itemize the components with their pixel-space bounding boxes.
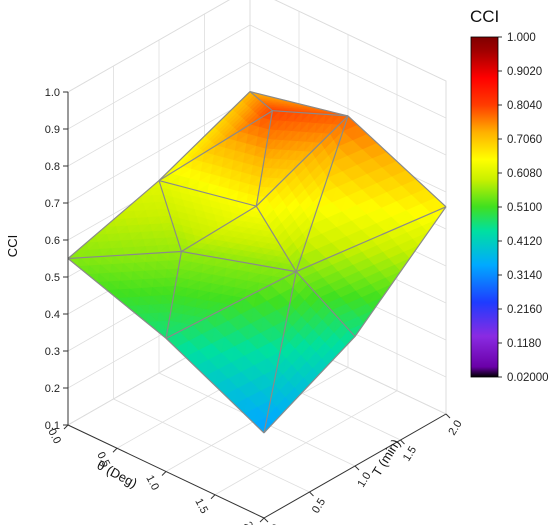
mesh-edge	[272, 110, 349, 117]
colorbar-tick-label: 0.3140	[507, 270, 542, 282]
z-tick-label: 0.1	[45, 420, 60, 432]
x-tick	[161, 471, 167, 476]
mesh-edge	[67, 258, 167, 339]
colorbar-tick-label: 0.2160	[507, 304, 542, 316]
z-tick-label: 0.3	[45, 346, 60, 358]
y-tick-label: 0.5	[310, 496, 328, 515]
y-tick	[445, 413, 451, 419]
x-tick	[210, 494, 216, 500]
x-tick	[112, 447, 118, 453]
colorbar-tick-label: 0.4120	[507, 236, 542, 248]
colorbar-tick-label: 0.02000	[507, 372, 549, 384]
mesh-edge	[255, 205, 297, 272]
mesh-edge	[67, 250, 182, 260]
mesh-edge	[347, 115, 447, 208]
y-tick-label: 2.0	[446, 418, 464, 437]
z-tick-label: 1.0	[45, 87, 60, 99]
z-tick-label: 0.8	[45, 161, 60, 173]
gridline-y-floor	[113, 398, 310, 493]
mesh-edge	[67, 180, 160, 259]
mesh-edge	[165, 251, 182, 339]
mesh-edge	[263, 336, 356, 434]
y-tick	[309, 491, 314, 497]
mesh-edge	[354, 206, 447, 337]
mesh-edge	[255, 110, 273, 207]
mesh-edge	[249, 91, 349, 117]
x-axis-label: θ (Deg)	[94, 457, 139, 491]
x-tick	[63, 424, 69, 430]
mesh-edge	[165, 337, 265, 434]
mesh-edge	[295, 271, 356, 337]
x-tick	[259, 517, 265, 523]
colorbar: CCI 1.000 0.9020 0.8040 0.7060 0.6080 0.5100 0…	[470, 7, 549, 384]
y-tick-label: 0.0	[264, 522, 282, 525]
mesh-edge	[158, 180, 257, 207]
y-tick	[263, 517, 269, 523]
colorbar-tick-label: 0.7060	[507, 134, 542, 146]
x-tick-label: 1.0	[143, 473, 161, 492]
mesh-edge	[181, 205, 257, 253]
mesh-edge	[181, 250, 297, 273]
colorbar-ramp	[470, 36, 499, 378]
colorbar-tick-label: 0.9020	[507, 66, 542, 78]
z-tick-label: 0.7	[45, 198, 60, 210]
colorbar-tick-label: 0.6080	[507, 168, 542, 180]
mesh-edge	[295, 206, 447, 273]
mesh-edge	[158, 180, 182, 252]
z-tick-label: 0.4	[45, 309, 60, 321]
z-tick-label: 0.2	[45, 383, 60, 395]
y-tick-label: 1.5	[401, 444, 419, 463]
colorbar-tick-label: 1.000	[507, 32, 536, 44]
colorbar-tick-label: 0.1180	[507, 338, 541, 350]
mesh-edge	[249, 91, 273, 112]
mesh-edge	[158, 110, 273, 182]
y-tick	[400, 439, 405, 445]
colorbar-tick-label: 0.8040	[507, 100, 542, 112]
z-tick-label: 0.9	[45, 124, 60, 136]
z-tick-label: 0.6	[45, 235, 60, 247]
mesh-edge	[295, 115, 349, 272]
mesh-edge	[255, 115, 349, 207]
z-axis-label: CCI	[5, 235, 20, 257]
colorbar-tick-label: 0.5100	[507, 202, 542, 214]
y-tick	[354, 465, 360, 471]
mesh-edge	[165, 271, 297, 339]
x-tick-label: 1.5	[192, 497, 210, 516]
z-tick-label: 0.5	[45, 272, 60, 284]
mesh-edge	[158, 91, 251, 182]
gridline-z	[67, 0, 447, 93]
colorbar-title: CCI	[470, 7, 499, 26]
x-tick-label: 2.0	[241, 520, 259, 525]
mesh-edge	[263, 271, 297, 434]
surface	[67, 91, 447, 434]
